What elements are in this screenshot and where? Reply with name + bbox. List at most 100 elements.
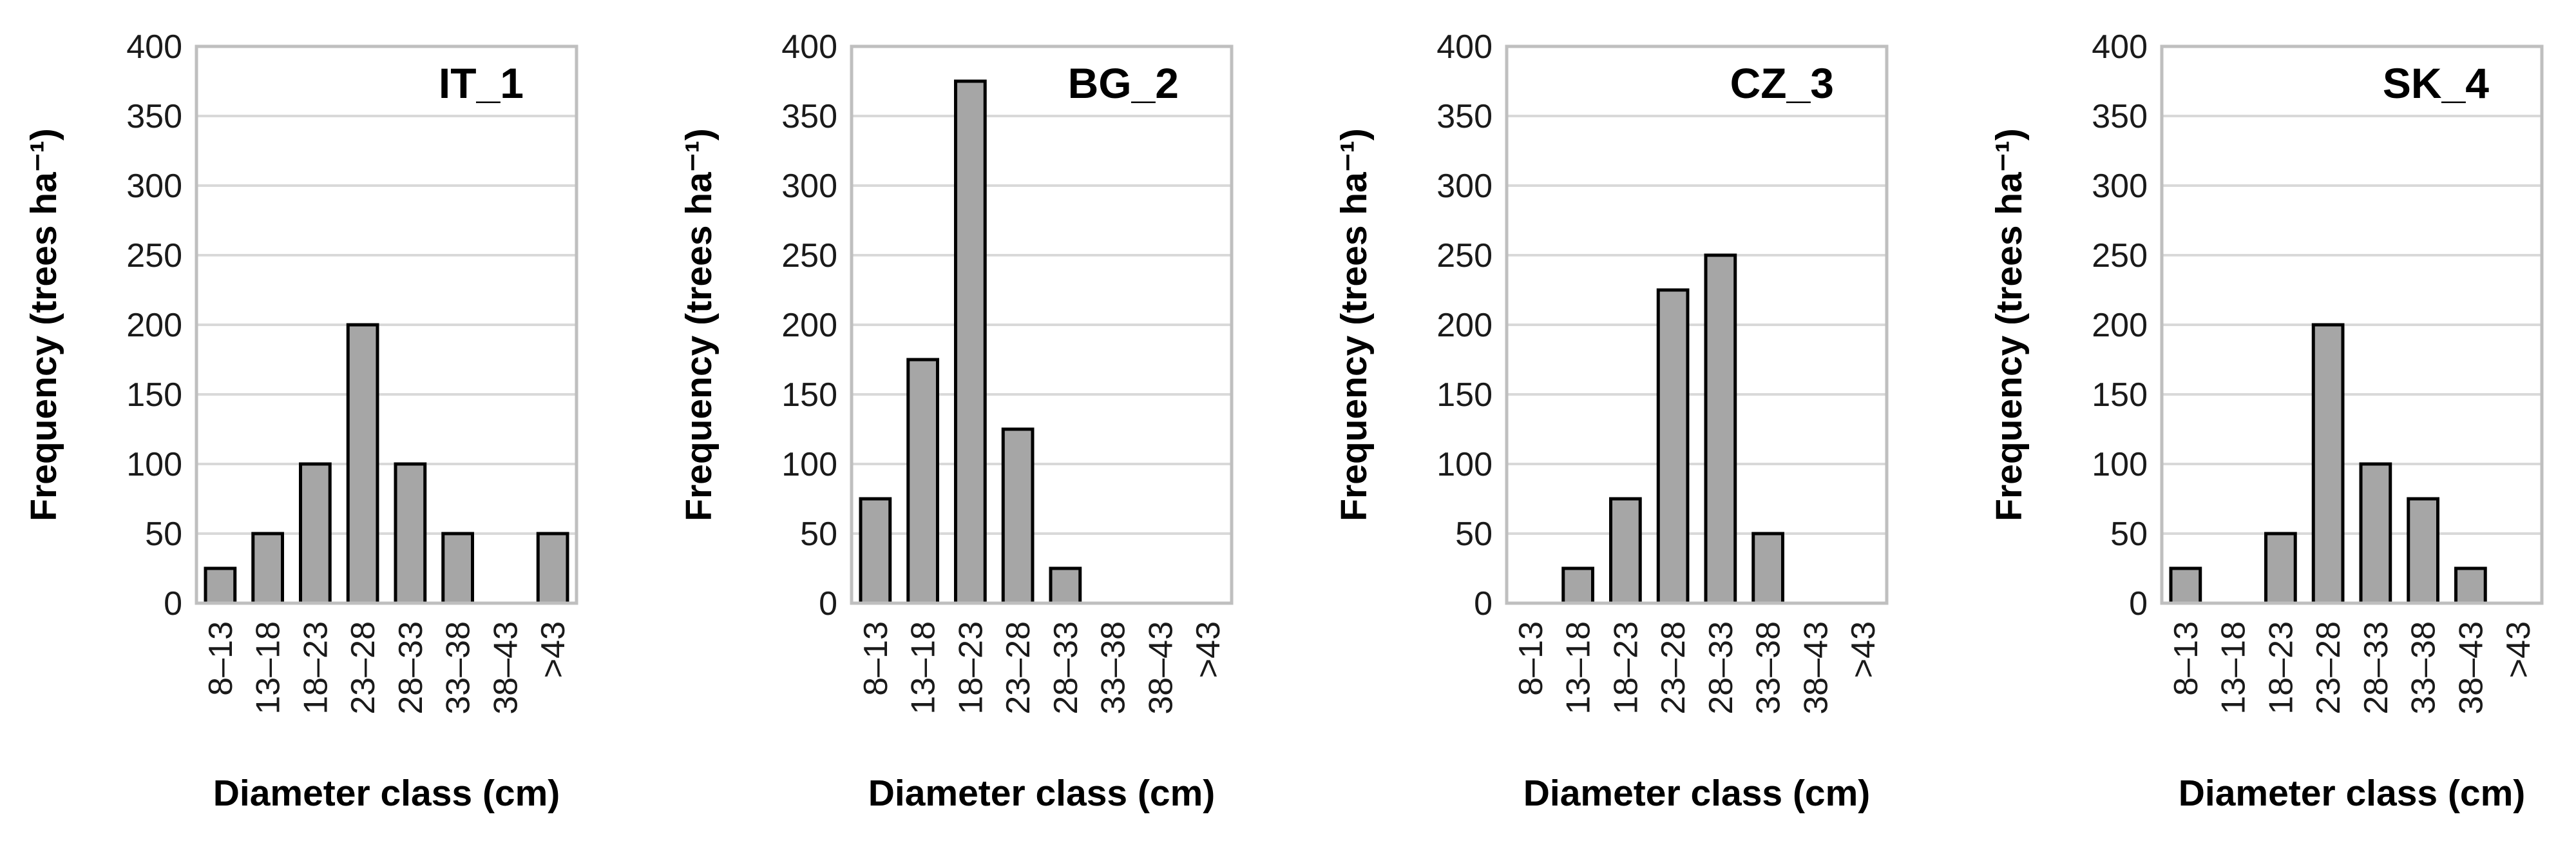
panel-label: SK_4	[2383, 59, 2489, 107]
bar	[1656, 288, 1690, 605]
y-tick-label: 50	[800, 516, 837, 553]
y-tick-label: 350	[126, 98, 182, 135]
y-tick-label: 300	[126, 168, 182, 205]
x-tick-label: 23–28	[345, 621, 382, 715]
bar	[2454, 566, 2487, 605]
y-tick-label: 250	[781, 237, 837, 275]
x-tick-label: 13–18	[905, 621, 942, 715]
y-axis-title: Frequency (trees ha⁻¹)	[23, 128, 64, 521]
x-tick-label: 23–28	[1655, 621, 1692, 715]
chart-panel: 0 50 100 150 200 250 300 350 400 8–13 13–18 18–23 23…	[678, 28, 1234, 814]
y-tick-label: 150	[126, 376, 182, 414]
plot-frame	[850, 44, 1234, 605]
bar	[204, 566, 237, 605]
y-tick-label: 250	[2092, 237, 2148, 275]
x-tick-label: 18–23	[2262, 621, 2300, 715]
x-tick-label: 28–33	[1047, 621, 1085, 715]
bar	[2311, 323, 2345, 605]
y-tick-label: 100	[781, 446, 837, 483]
bar	[346, 323, 379, 605]
y-tick-label: 350	[1436, 98, 1493, 135]
bar	[954, 79, 987, 605]
y-tick-label: 0	[1474, 585, 1493, 623]
x-tick-label: 8–13	[1512, 621, 1550, 696]
y-tick-label: 250	[126, 237, 182, 275]
y-axis-title: Frequency (trees ha⁻¹)	[678, 128, 720, 521]
y-tick-label: 150	[1436, 376, 1493, 414]
y-tick-label: 100	[1436, 446, 1493, 483]
y-tick-label: 150	[2092, 376, 2148, 414]
bar	[1049, 566, 1082, 605]
bar	[1001, 427, 1035, 605]
y-axis-title: Frequency (trees ha⁻¹)	[1989, 128, 2030, 521]
x-tick-label: 33–38	[1750, 621, 1788, 715]
bar	[2359, 462, 2392, 605]
chart-panel: 0 50 100 150 200 250 300 350 400 8–13 13–18 18–23 23…	[1333, 28, 1889, 814]
x-axis-title: Diameter class (cm)	[213, 773, 560, 814]
bar	[906, 358, 939, 605]
x-tick-label: 33–38	[1095, 621, 1132, 715]
plot-frame	[2160, 44, 2544, 605]
y-tick-label: 50	[1455, 516, 1493, 553]
x-tick-label: >43	[1190, 621, 1227, 678]
bar	[1561, 566, 1594, 605]
x-tick-label: 13–18	[250, 621, 287, 715]
x-tick-label: 23–28	[2310, 621, 2347, 715]
panel-label: IT_1	[439, 59, 524, 107]
y-tick-label: 400	[126, 28, 182, 66]
panel-label: BG_2	[1068, 59, 1179, 107]
y-tick-label: 300	[2092, 168, 2148, 205]
x-tick-label: 8–13	[857, 621, 895, 696]
y-tick-label: 200	[2092, 307, 2148, 344]
x-axis-title: Diameter class (cm)	[1523, 773, 1871, 814]
bar	[251, 532, 284, 605]
y-tick-label: 200	[1436, 307, 1493, 344]
x-tick-label: 18–23	[1607, 621, 1645, 715]
x-tick-label: >43	[535, 621, 572, 678]
y-tick-label: 200	[126, 307, 182, 344]
y-tick-label: 50	[145, 516, 182, 553]
y-tick-label: 0	[819, 585, 837, 623]
plot-frame	[195, 44, 578, 605]
x-tick-label: >43	[2500, 621, 2537, 678]
panel-label: CZ_3	[1730, 59, 1834, 107]
x-tick-label: 18–23	[952, 621, 989, 715]
x-tick-label: 38–43	[487, 621, 524, 715]
y-tick-label: 0	[2129, 585, 2148, 623]
bar	[2169, 566, 2202, 605]
x-tick-label: 33–38	[440, 621, 477, 715]
y-tick-label: 400	[781, 28, 837, 66]
y-tick-label: 250	[1436, 237, 1493, 275]
y-tick-label: 200	[781, 307, 837, 344]
bar	[2407, 497, 2439, 605]
bar	[859, 497, 892, 605]
x-tick-label: 38–43	[1797, 621, 1835, 715]
y-tick-label: 300	[1436, 168, 1493, 205]
x-tick-label: 13–18	[1560, 621, 1598, 715]
bar	[1704, 253, 1737, 605]
x-tick-label: 23–28	[1000, 621, 1037, 715]
bar	[441, 532, 474, 605]
y-tick-label: 0	[164, 585, 182, 623]
x-tick-label: 33–38	[2405, 621, 2443, 715]
x-tick-label: 8–13	[202, 621, 240, 696]
x-tick-label: 38–43	[1142, 621, 1179, 715]
bar	[1751, 532, 1784, 605]
bar	[2264, 532, 2297, 605]
y-tick-label: 150	[781, 376, 837, 414]
bar	[536, 532, 569, 605]
x-tick-label: 13–18	[2215, 621, 2253, 715]
bar	[299, 462, 332, 605]
y-tick-label: 100	[2092, 446, 2148, 483]
x-tick-label: 38–43	[2452, 621, 2490, 715]
y-tick-label: 300	[781, 168, 837, 205]
y-tick-label: 400	[1436, 28, 1493, 66]
plot-frame	[1505, 44, 1889, 605]
x-tick-label: 28–33	[2358, 621, 2395, 715]
x-tick-label: 18–23	[297, 621, 334, 715]
y-tick-label: 50	[2110, 516, 2148, 553]
y-tick-label: 350	[781, 98, 837, 135]
x-tick-label: >43	[1845, 621, 1882, 678]
